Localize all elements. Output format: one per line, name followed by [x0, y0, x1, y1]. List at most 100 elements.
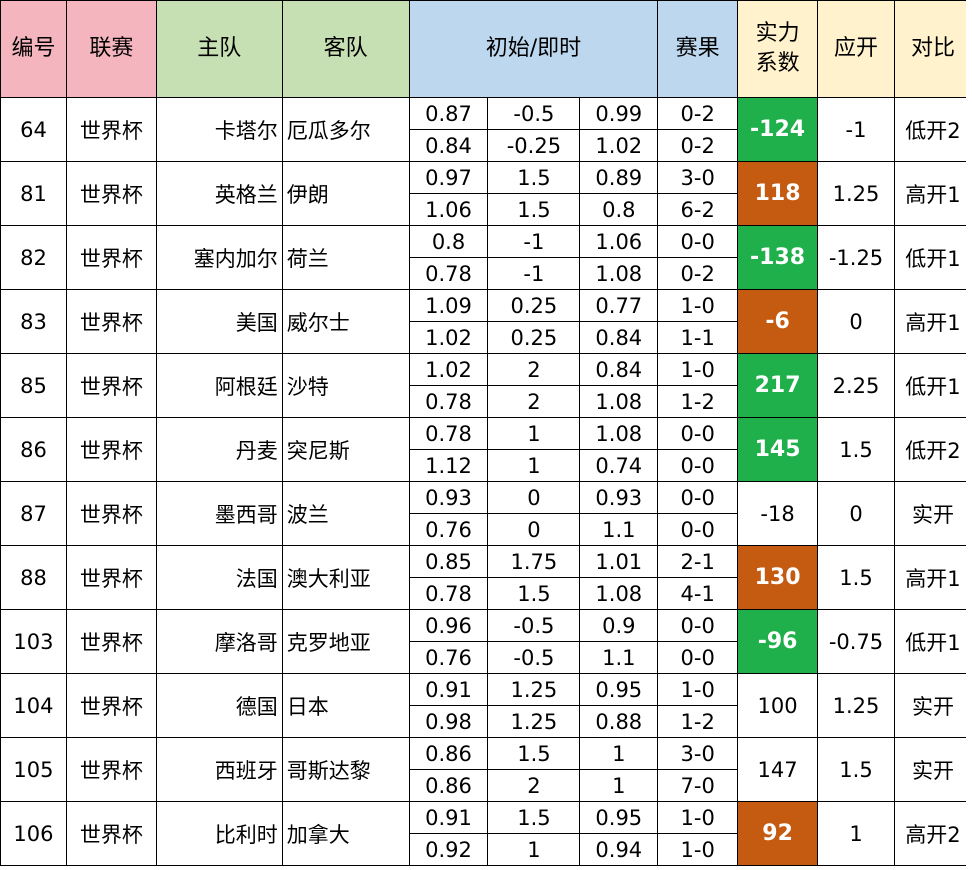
live-odds-1: 2: [487, 385, 581, 418]
power-value: 145: [737, 417, 819, 482]
initial-odds-2: 0.95: [579, 673, 659, 706]
match-id: 87: [0, 481, 67, 546]
result-1: 0-2: [657, 97, 739, 130]
live-odds-0: 1.02: [408, 321, 489, 354]
initial-odds-1: 1.25: [487, 673, 581, 706]
live-odds-2: 0.94: [579, 833, 659, 866]
live-odds-0: 0.76: [408, 513, 489, 546]
away-team: 威尔士: [281, 289, 410, 354]
handicap-value: 1: [817, 801, 895, 866]
match-id: 86: [0, 417, 67, 482]
match-row-live: 0.78 1.5 1.08 4-1: [1, 577, 972, 610]
power-value: -18: [737, 481, 819, 546]
away-team: 波兰: [281, 481, 410, 546]
result-2: 6-2: [657, 193, 739, 226]
home-team: 卡塔尔: [155, 97, 283, 162]
initial-odds-2: 0.95: [579, 801, 659, 834]
initial-odds-2: 0.84: [579, 353, 659, 386]
match-id: 106: [0, 801, 67, 866]
match-id: 82: [0, 225, 67, 290]
initial-odds-2: 0.9: [579, 609, 659, 642]
power-value: 147: [737, 737, 819, 802]
header-row: 编号 联赛 主队 客队 初始/即时 赛果 实力系数 应开 对比: [0, 0, 972, 98]
match-league: 世界杯: [65, 609, 157, 674]
match-row: 87 世界杯 墨西哥 波兰 0.93 0 0.93 0-0 -18 0 实开: [0, 481, 972, 546]
initial-odds-1: 2: [487, 353, 581, 386]
away-team: 哥斯达黎: [281, 737, 410, 802]
header-home: 主队: [155, 0, 283, 98]
result-2: 1-2: [657, 385, 739, 418]
home-team: 美国: [155, 289, 283, 354]
home-team: 摩洛哥: [155, 609, 283, 674]
result-1: 0-0: [657, 225, 739, 258]
away-team: 荷兰: [281, 225, 410, 290]
match-row-live: 0.76 0 1.1 0-0: [1, 513, 972, 546]
initial-odds-2: 0.93: [579, 481, 659, 514]
live-odds-0: 0.98: [408, 705, 489, 738]
match-row: 64 世界杯 卡塔尔 厄瓜多尔 0.87 -0.5 0.99 0-2 -124 -1 低开2: [0, 97, 972, 162]
match-league: 世界杯: [65, 481, 157, 546]
result-1: 3-0: [657, 161, 739, 194]
result-2: 0-2: [657, 257, 739, 290]
away-team: 厄瓜多尔: [281, 97, 410, 162]
match-row: 81 世界杯 英格兰 伊朗 0.97 1.5 0.89 3-0 118 1.25 高开1: [0, 161, 972, 226]
result-1: 1-0: [657, 801, 739, 834]
result-2: 1-1: [657, 321, 739, 354]
result-2: 0-0: [657, 641, 739, 674]
match-row: 105 世界杯 西班牙 哥斯达黎 0.86 1.5 1 3-0 147 1.5 实开: [0, 737, 972, 802]
live-odds-2: 1.08: [579, 577, 659, 610]
compare-value: 实开: [893, 737, 972, 802]
match-row-live: 0.92 1 0.94 1-0: [1, 833, 972, 866]
initial-odds-2: 1.06: [579, 225, 659, 258]
live-odds-0: 0.86: [408, 769, 489, 802]
match-league: 世界杯: [65, 545, 157, 610]
match-league: 世界杯: [65, 673, 157, 738]
header-power: 实力系数: [737, 0, 819, 98]
match-league: 世界杯: [65, 417, 157, 482]
initial-odds-1: 0: [487, 481, 581, 514]
live-odds-2: 0.8: [579, 193, 659, 226]
result-2: 4-1: [657, 577, 739, 610]
home-team: 法国: [155, 545, 283, 610]
compare-value: 实开: [893, 673, 972, 738]
match-row: 103 世界杯 摩洛哥 克罗地亚 0.96 -0.5 0.9 0-0 -96 -0.75 低开1: [0, 609, 972, 674]
initial-odds-0: 0.85: [408, 545, 489, 578]
match-row: 85 世界杯 阿根廷 沙特 1.02 2 0.84 1-0 217 2.25 低开1: [0, 353, 972, 418]
live-odds-2: 0.88: [579, 705, 659, 738]
match-row-live: 0.78 -1 1.08 0-2: [1, 257, 972, 290]
initial-odds-0: 0.86: [408, 737, 489, 770]
compare-value: 高开1: [893, 161, 972, 226]
match-row: 83 世界杯 美国 威尔士 1.09 0.25 0.77 1-0 -6 0 高开1: [0, 289, 972, 354]
live-odds-1: -0.25: [487, 129, 581, 162]
live-odds-0: 1.06: [408, 193, 489, 226]
live-odds-2: 1: [579, 769, 659, 802]
initial-odds-1: 1: [487, 417, 581, 450]
live-odds-1: 1.5: [487, 193, 581, 226]
live-odds-0: 1.12: [408, 449, 489, 482]
live-odds-0: 0.78: [408, 577, 489, 610]
home-team: 比利时: [155, 801, 283, 866]
match-id: 64: [0, 97, 67, 162]
match-league: 世界杯: [65, 353, 157, 418]
result-1: 2-1: [657, 545, 739, 578]
power-value: -138: [737, 225, 819, 290]
home-team: 西班牙: [155, 737, 283, 802]
live-odds-2: 0.74: [579, 449, 659, 482]
match-row: 106 世界杯 比利时 加拿大 0.91 1.5 0.95 1-0 92 1 高开2: [0, 801, 972, 866]
handicap-value: 1.25: [817, 673, 895, 738]
result-1: 1-0: [657, 353, 739, 386]
power-value: 92: [737, 801, 819, 866]
home-team: 德国: [155, 673, 283, 738]
result-1: 1-0: [657, 673, 739, 706]
initial-odds-0: 0.87: [408, 97, 489, 130]
live-odds-0: 0.76: [408, 641, 489, 674]
compare-value: 高开1: [893, 545, 972, 610]
live-odds-2: 1.1: [579, 641, 659, 674]
live-odds-1: 0: [487, 513, 581, 546]
live-odds-1: 1.5: [487, 577, 581, 610]
home-team: 塞内加尔: [155, 225, 283, 290]
power-value: -6: [737, 289, 819, 354]
live-odds-1: 0.25: [487, 321, 581, 354]
power-value: 100: [737, 673, 819, 738]
